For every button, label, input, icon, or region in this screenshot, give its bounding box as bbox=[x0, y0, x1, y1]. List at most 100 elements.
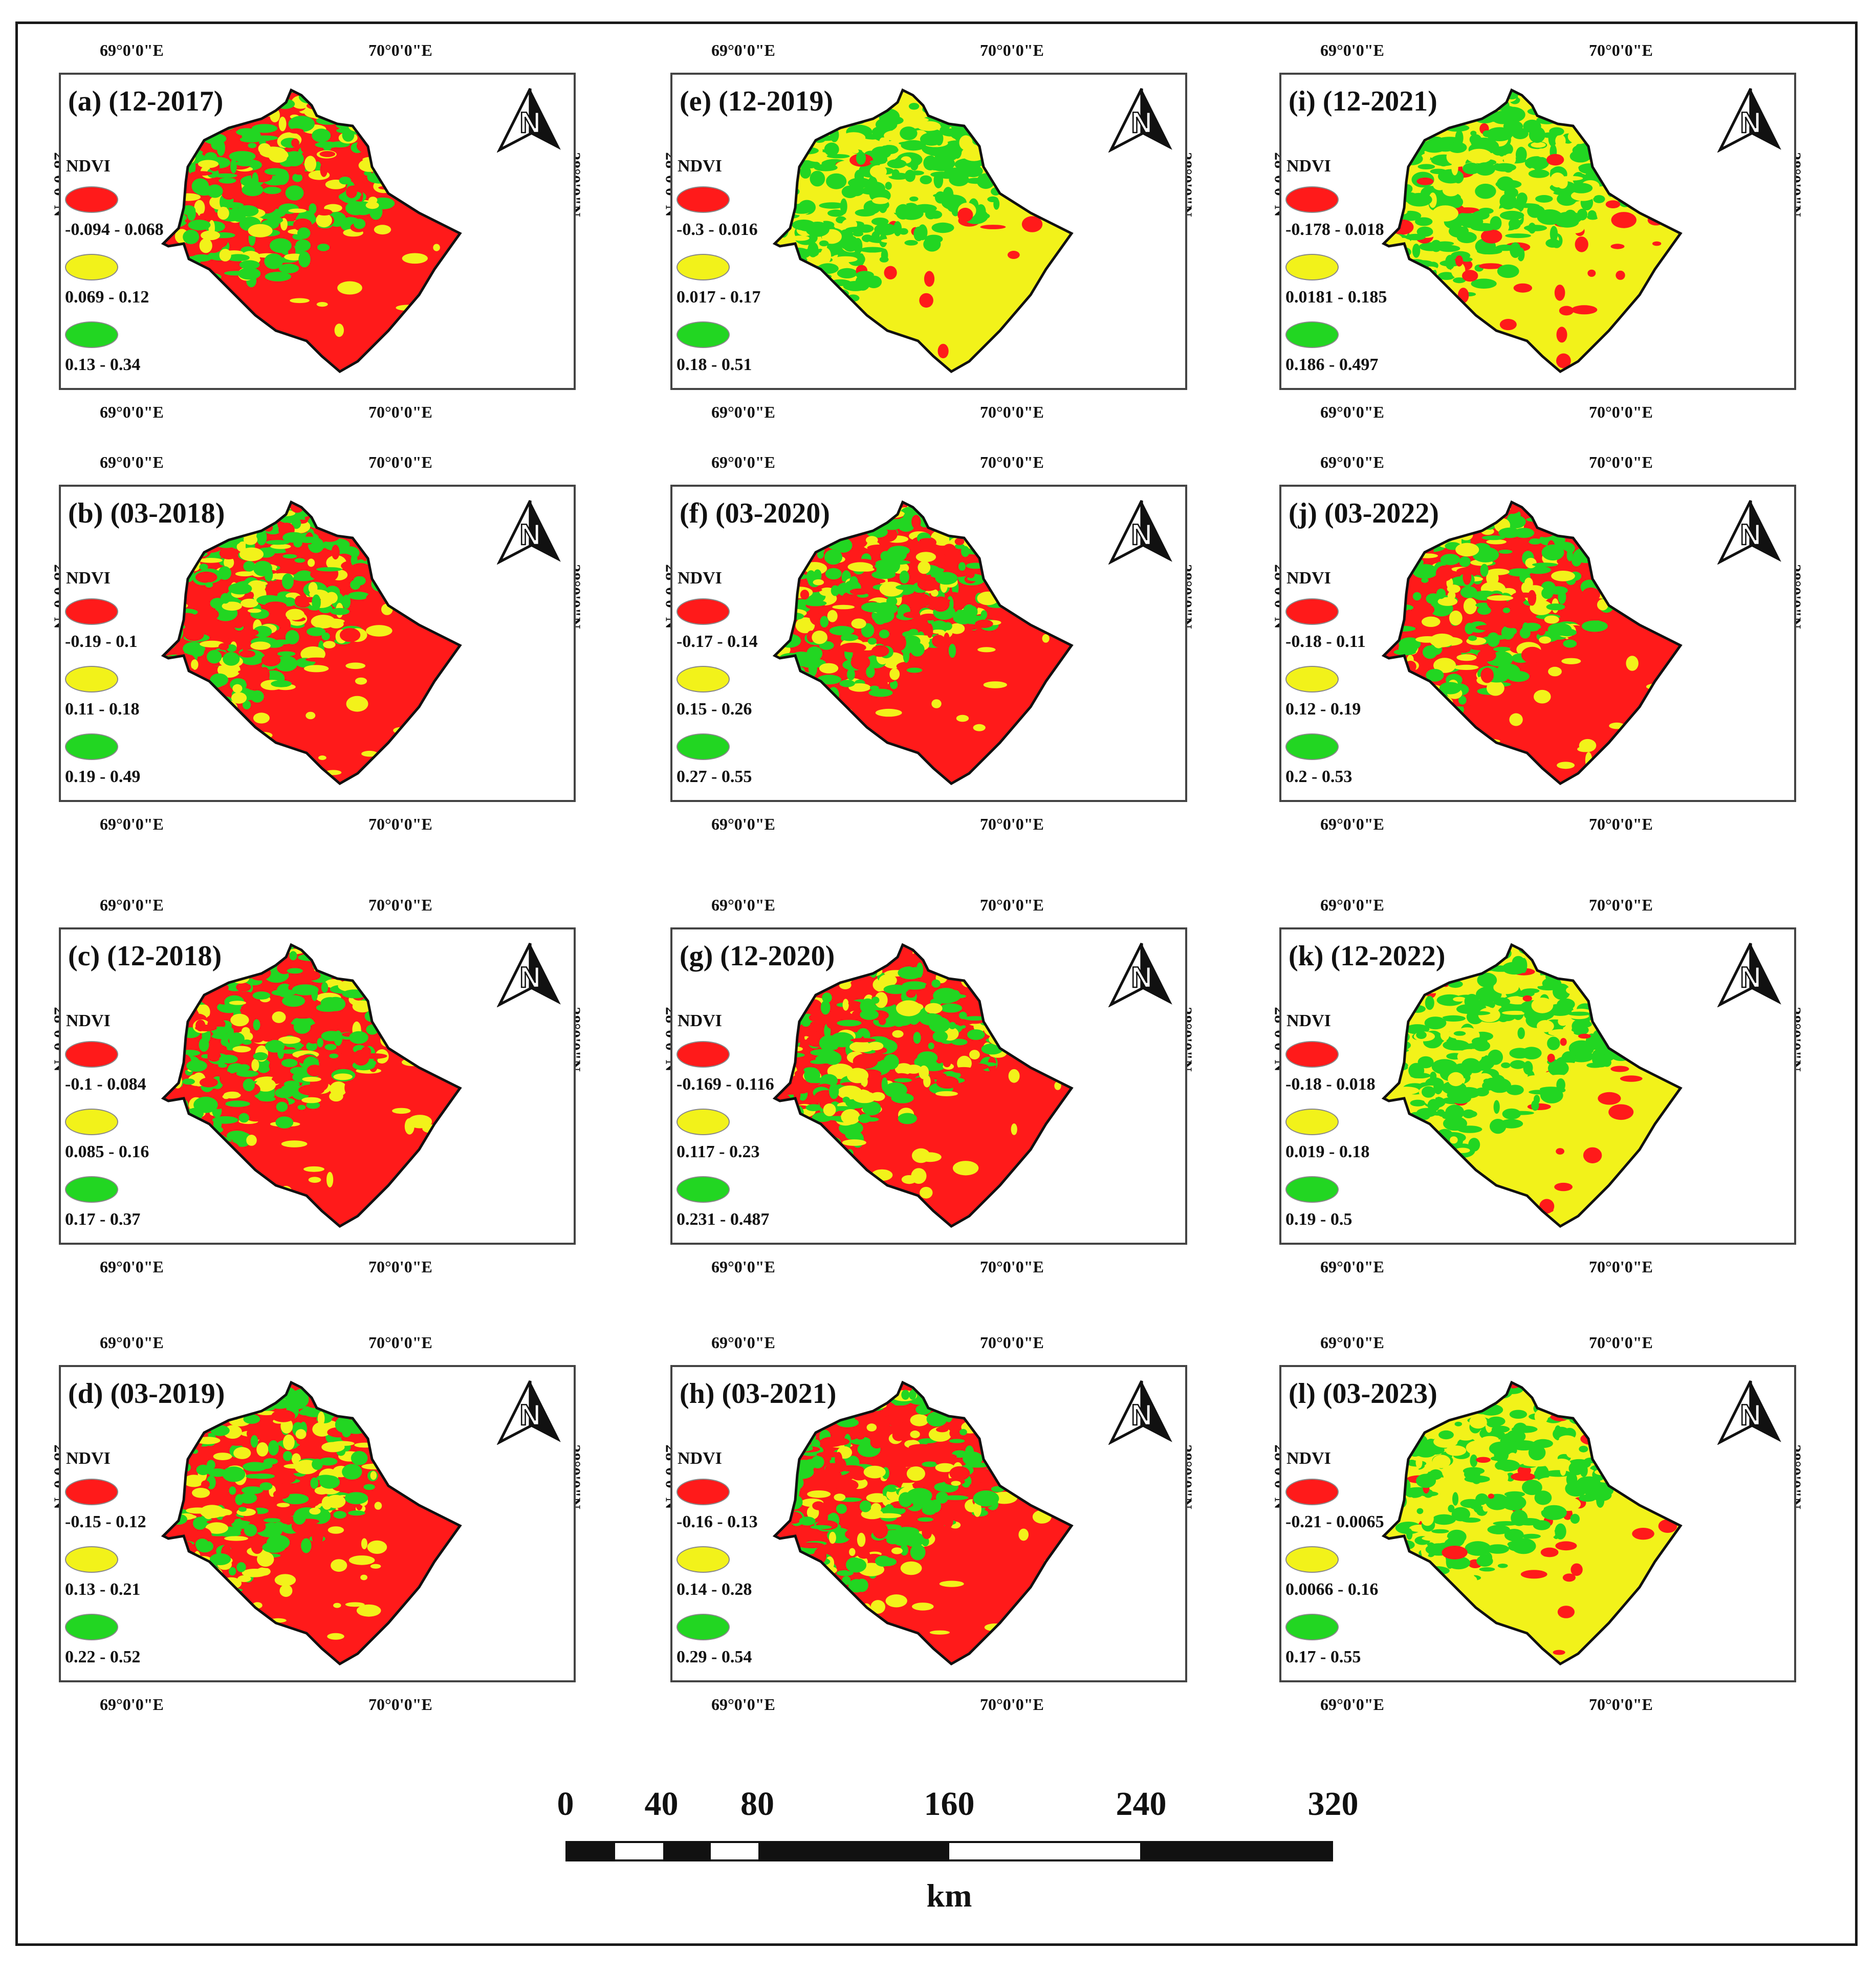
ndvi-patch bbox=[957, 115, 965, 123]
ndvi-patch bbox=[441, 115, 448, 121]
legend-title: NDVI bbox=[1286, 157, 1331, 176]
ndvi-patch bbox=[1568, 1040, 1595, 1057]
ndvi-patch bbox=[1649, 970, 1663, 982]
ndvi-patch bbox=[235, 945, 246, 953]
ndvi-patch bbox=[209, 1147, 223, 1159]
ndvi-patch bbox=[347, 592, 369, 600]
ndvi-patch bbox=[282, 554, 297, 559]
legend-item: 0.11 - 0.18 bbox=[65, 666, 139, 719]
ndvi-patch bbox=[893, 265, 910, 274]
ndvi-patch bbox=[1384, 1109, 1405, 1121]
ndvi-patch bbox=[392, 563, 414, 578]
legend-range: 0.13 - 0.21 bbox=[65, 1580, 141, 1599]
ndvi-patch bbox=[1384, 998, 1394, 1013]
ndvi-patch bbox=[424, 121, 435, 129]
ndvi-patch bbox=[976, 519, 986, 530]
ndvi-patch bbox=[394, 969, 401, 982]
ndvi-patch bbox=[164, 570, 181, 584]
ndvi-patch bbox=[199, 1568, 211, 1580]
ndvi-patch bbox=[228, 945, 249, 956]
ndvi-patch bbox=[188, 1152, 206, 1157]
ndvi-patch bbox=[243, 1414, 260, 1424]
ndvi-patch bbox=[1427, 1099, 1440, 1112]
ndvi-patch bbox=[775, 1023, 782, 1037]
ndvi-patch bbox=[1412, 564, 1438, 579]
ndvi-patch bbox=[775, 144, 781, 157]
ndvi-patch bbox=[163, 1621, 178, 1637]
ndvi-patch bbox=[333, 1019, 351, 1026]
ndvi-patch bbox=[875, 708, 902, 717]
ndvi-patch bbox=[931, 979, 941, 988]
ndvi-patch bbox=[1392, 608, 1412, 617]
ndvi-patch bbox=[429, 1178, 453, 1184]
ndvi-patch bbox=[867, 545, 890, 551]
ndvi-patch bbox=[264, 168, 286, 175]
ndvi-patch bbox=[842, 965, 853, 977]
ndvi-patch bbox=[425, 1027, 436, 1039]
ndvi-patch bbox=[1641, 175, 1662, 183]
ndvi-patch bbox=[1004, 1217, 1024, 1224]
ndvi-patch bbox=[963, 513, 972, 522]
ndvi-patch bbox=[217, 207, 229, 220]
legend-swatch bbox=[65, 733, 118, 760]
ndvi-patch bbox=[274, 1574, 296, 1586]
district-boundary bbox=[772, 88, 1074, 374]
ndvi-patch bbox=[246, 1426, 264, 1441]
ndvi-patch bbox=[222, 1515, 235, 1525]
ndvi-patch bbox=[298, 1085, 324, 1096]
ndvi-patch bbox=[1390, 997, 1412, 1009]
ndvi-patch bbox=[1573, 502, 1588, 513]
ndvi-patch bbox=[965, 115, 990, 120]
legend-range: 0.12 - 0.19 bbox=[1285, 700, 1361, 719]
ndvi-patch bbox=[1020, 1041, 1030, 1057]
ndvi-patch bbox=[1464, 993, 1479, 1009]
ndvi-patch bbox=[190, 1154, 199, 1163]
ndvi-patch bbox=[847, 215, 873, 221]
ndvi-patch bbox=[947, 202, 958, 212]
legend-item: 0.085 - 0.16 bbox=[65, 1109, 149, 1162]
ndvi-patch bbox=[361, 98, 369, 112]
ndvi-patch bbox=[1607, 588, 1631, 597]
ndvi-patch bbox=[987, 90, 1006, 100]
ndvi-patch bbox=[1625, 1036, 1634, 1052]
ndvi-patch bbox=[994, 1465, 1009, 1477]
ndvi-patch bbox=[1385, 544, 1397, 548]
ndvi-patch bbox=[359, 1410, 372, 1422]
ndvi-patch bbox=[401, 158, 409, 163]
ndvi-patch bbox=[1570, 504, 1590, 521]
ndvi-patch bbox=[199, 692, 213, 700]
map-frame: N (j) (03-2022) NDVI -0.18 - 0.11 0.12 - 0.1… bbox=[1279, 485, 1796, 802]
legend-item: 0.069 - 0.12 bbox=[65, 254, 149, 307]
ndvi-patch bbox=[1607, 578, 1628, 592]
ndvi-patch bbox=[849, 588, 868, 595]
ndvi-patch bbox=[385, 504, 404, 510]
ndvi-patch bbox=[1447, 1092, 1454, 1098]
ndvi-patch bbox=[405, 1384, 423, 1393]
map-panel: 69°0'0"E70°0'0"E69°0'0"E70°0'0"E28°0'0"N… bbox=[51, 453, 584, 833]
ndvi-patch bbox=[434, 110, 451, 126]
district-boundary bbox=[772, 943, 1074, 1228]
ndvi-patch bbox=[997, 1386, 1023, 1393]
ndvi-patch bbox=[973, 724, 986, 731]
ndvi-patch bbox=[397, 1011, 410, 1017]
ndvi-patch bbox=[1588, 109, 1609, 125]
ndvi-patch bbox=[786, 581, 797, 588]
ndvi-patch bbox=[422, 117, 431, 122]
ndvi-patch bbox=[1504, 187, 1518, 199]
ndvi-patch bbox=[789, 122, 813, 132]
ndvi-patch bbox=[252, 991, 271, 1000]
ndvi-patch bbox=[903, 612, 921, 618]
ndvi-patch bbox=[433, 244, 440, 251]
ndvi-patch bbox=[1426, 668, 1444, 682]
ndvi-patch bbox=[1384, 974, 1389, 987]
ndvi-patch bbox=[830, 713, 843, 724]
ndvi-patch bbox=[351, 1451, 368, 1465]
ndvi-map bbox=[772, 943, 1074, 1228]
ndvi-patch bbox=[374, 90, 383, 101]
ndvi-patch bbox=[992, 164, 1015, 172]
ndvi-patch bbox=[1643, 951, 1664, 963]
ndvi-patch bbox=[783, 979, 799, 992]
ndvi-patch bbox=[413, 565, 427, 573]
ndvi-patch bbox=[1486, 949, 1502, 958]
ndvi-patch bbox=[183, 1475, 204, 1487]
